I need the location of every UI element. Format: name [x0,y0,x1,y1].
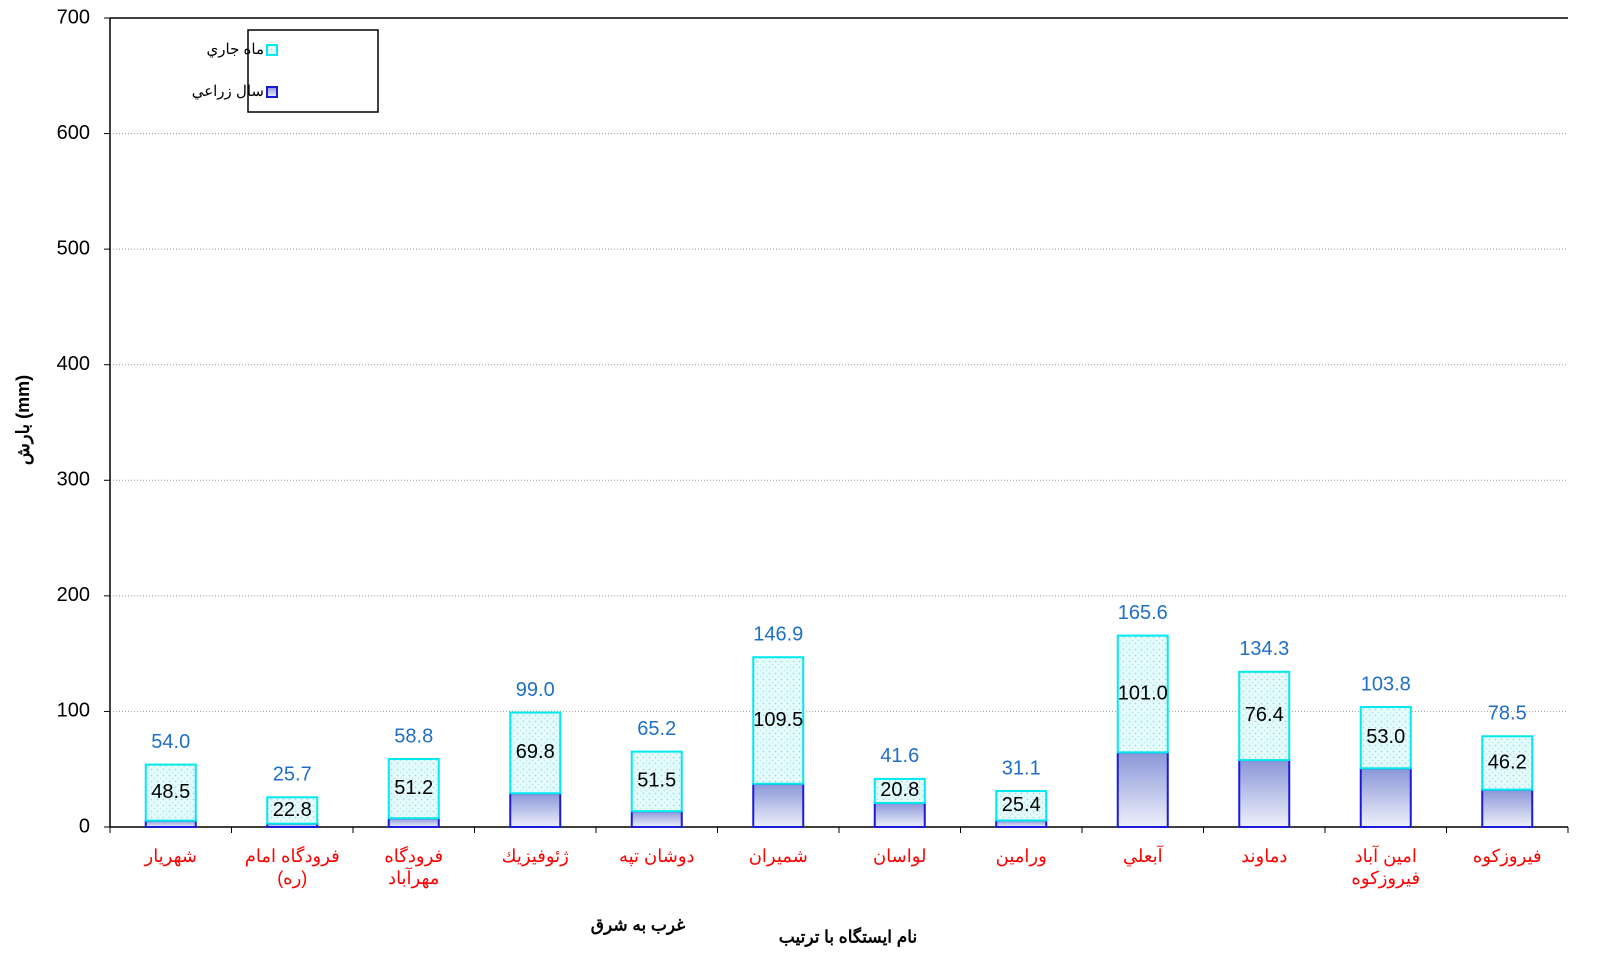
bar-segment [1359,706,1412,770]
total-label: 58.8 [394,725,433,747]
x-tick-label: شميران [748,846,808,866]
data-label: 69.8 [516,741,555,763]
bar-segment [266,796,319,825]
bar-segment [873,801,926,828]
data-label: 46.2 [1488,751,1527,773]
legend-swatch [266,44,278,56]
y-tick-label: 100 [57,700,90,722]
y-tick-label: 200 [57,584,90,606]
legend-label: سال زراعي [191,83,264,100]
bar-segment [1238,759,1291,829]
legend-swatch [266,86,278,98]
data-label: 22.8 [273,799,312,821]
x-tick-label: فرودگاه امام (ره) [244,846,340,888]
data-label: 53.0 [1366,726,1405,748]
bar-segment [1481,788,1534,828]
data-label: 109.5 [753,709,803,731]
bar-segment [1359,767,1412,829]
x-tick-label: فيروزكوه [1472,846,1542,866]
annotation: غرب به شرق [591,915,685,935]
data-label: 25.4 [1002,794,1041,816]
bar-segment [1238,670,1291,762]
x-tick-label: دماوند [1241,846,1288,866]
y-tick-label: 600 [57,122,90,144]
y-tick-label: 500 [57,237,90,259]
total-label: 146.9 [753,624,803,646]
bar-segment [509,711,562,795]
bar-segment [873,777,926,804]
data-label: 51.2 [394,777,433,799]
x-tick-label: فرودگاه مهرآباد [384,846,444,888]
x-tick-label: امين آباد فيروزكوه [1351,846,1421,888]
y-tick-label: 300 [57,469,90,491]
total-label: 41.6 [880,745,919,767]
x-axis-title: نام ايستگاه با ترتيب [779,926,917,947]
bar-segment [630,810,683,828]
total-label: 65.2 [637,718,676,740]
total-label: 134.3 [1239,638,1289,660]
bar-segment [387,817,440,828]
x-tick-label: آبعلي [1122,846,1163,866]
bar-segment [387,758,440,820]
y-tick-label: 0 [79,815,90,837]
x-tick-label: لواسان [872,846,927,866]
bar-segment [144,763,197,822]
x-tick-label: ژئوفيزيك [501,846,569,866]
total-label: 165.6 [1118,602,1168,624]
bar-segment [995,790,1048,822]
total-label: 25.7 [273,764,312,786]
y-tick-label: 400 [57,353,90,375]
bar-segment [1481,735,1534,791]
x-tick-label: ورامين [995,846,1047,866]
bar-segment [1116,634,1169,754]
bar-segment [752,656,805,785]
x-tick-label: دوشان تپه [618,846,695,866]
bar-segment [509,792,562,828]
data-label: 20.8 [880,779,919,801]
total-label: 54.0 [151,731,190,753]
total-label: 99.0 [516,679,555,701]
total-label: 31.1 [1002,757,1041,779]
total-label: 103.8 [1361,673,1411,695]
bar-segment [752,782,805,829]
bar-segment [630,750,683,813]
legend-label: ماه جاري [206,41,264,58]
total-label: 78.5 [1488,703,1527,725]
bar-segment [1116,751,1169,829]
data-label: 51.5 [637,770,676,792]
y-tick-label: 700 [57,6,90,28]
data-label: 48.5 [151,781,190,803]
legend-box [247,29,379,113]
data-label: 76.4 [1245,704,1284,726]
x-tick-label: شهريار [144,846,198,866]
y-axis-title: بارش (mm) [13,375,34,465]
data-label: 101.0 [1118,682,1168,704]
